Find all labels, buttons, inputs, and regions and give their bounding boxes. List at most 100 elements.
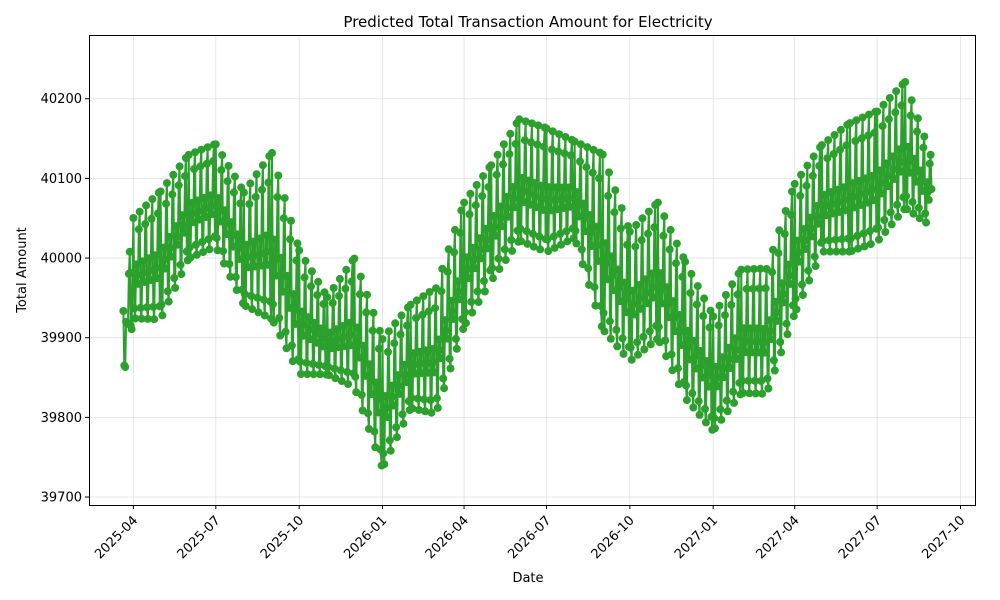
data-point <box>819 247 828 256</box>
data-point <box>493 150 502 159</box>
data-point <box>317 334 326 343</box>
data-point <box>743 265 752 274</box>
data-point <box>870 128 879 137</box>
data-point <box>521 117 530 126</box>
data-point <box>711 362 720 371</box>
data-point <box>772 308 781 317</box>
data-point <box>468 308 477 317</box>
data-point <box>149 302 158 311</box>
data-point <box>461 319 470 328</box>
data-point <box>848 179 857 188</box>
data-point <box>229 188 238 197</box>
data-point <box>179 221 188 230</box>
data-point <box>742 284 751 293</box>
data-point <box>295 246 304 255</box>
data-point <box>340 342 349 351</box>
data-point <box>628 286 637 295</box>
data-point <box>412 296 421 305</box>
data-point <box>865 110 873 119</box>
data-point <box>164 297 173 306</box>
data-point <box>367 390 376 399</box>
data-point <box>913 127 921 136</box>
data-point <box>718 353 727 362</box>
data-point <box>315 361 324 369</box>
data-point <box>242 240 251 249</box>
data-point <box>503 204 512 212</box>
data-point <box>510 203 519 212</box>
data-point <box>728 280 737 289</box>
data-point <box>875 235 883 244</box>
data-point <box>301 256 310 265</box>
data-point <box>407 393 416 402</box>
data-point <box>236 199 245 208</box>
data-point <box>134 225 143 234</box>
data-point <box>397 311 406 320</box>
data-point <box>504 212 513 221</box>
data-point <box>565 194 574 203</box>
data-point <box>648 283 657 291</box>
data-point <box>758 389 767 398</box>
data-point <box>135 207 144 216</box>
data-point <box>219 247 228 256</box>
data-point <box>901 78 910 86</box>
data-point <box>359 341 368 350</box>
data-point <box>381 392 390 400</box>
data-point <box>363 290 372 299</box>
data-point <box>163 287 172 296</box>
data-point <box>255 234 264 243</box>
data-point <box>592 222 601 231</box>
data-point <box>372 378 381 387</box>
data-point <box>614 265 623 274</box>
data-point <box>869 196 878 205</box>
data-point <box>445 354 454 363</box>
data-point <box>263 260 272 269</box>
data-point <box>921 209 930 218</box>
data-point <box>677 341 686 350</box>
data-point <box>673 364 682 373</box>
data-point <box>693 282 702 291</box>
data-point <box>527 138 536 147</box>
data-point <box>783 330 792 339</box>
data-point <box>466 189 475 198</box>
data-point <box>720 373 729 382</box>
data-point <box>776 338 785 346</box>
data-point <box>847 246 856 255</box>
data-point <box>732 354 741 363</box>
data-point <box>817 141 826 150</box>
data-point <box>625 227 634 236</box>
data-point <box>595 174 603 183</box>
data-point <box>491 231 500 240</box>
y-tick-label: 39900 <box>41 331 82 346</box>
data-point <box>554 147 563 156</box>
data-point <box>168 190 177 199</box>
data-point <box>364 409 372 418</box>
data-point <box>250 262 259 271</box>
data-point <box>470 255 478 264</box>
data-point <box>292 256 301 265</box>
y-tick-label: 39700 <box>41 491 82 506</box>
data-point <box>882 159 891 168</box>
data-point <box>798 291 807 299</box>
data-point <box>258 161 267 170</box>
data-point <box>919 143 928 152</box>
data-point <box>297 370 305 378</box>
data-point <box>925 159 934 168</box>
data-point <box>530 179 539 187</box>
data-point <box>490 223 499 232</box>
data-point <box>418 310 427 319</box>
data-point <box>316 324 325 333</box>
data-point <box>421 407 430 416</box>
data-point <box>253 293 262 302</box>
data-point <box>435 346 444 355</box>
data-point <box>588 168 597 177</box>
data-point <box>636 304 645 313</box>
data-point <box>666 225 675 234</box>
data-point <box>733 290 742 299</box>
data-point <box>249 251 258 260</box>
data-point <box>804 266 813 275</box>
data-point <box>136 303 145 312</box>
data-point <box>144 254 153 263</box>
data-point <box>704 382 713 391</box>
data-point <box>531 192 540 201</box>
